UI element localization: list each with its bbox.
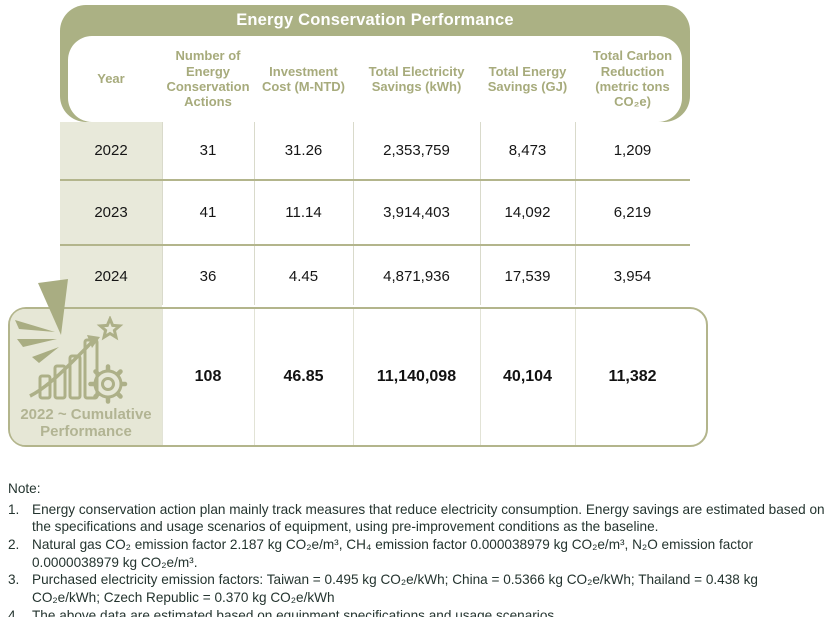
column-header-label: Number of Energy Conservation Actions — [166, 48, 250, 110]
row-divider — [60, 244, 690, 246]
column-divider — [480, 122, 481, 305]
column-header-label: Total Energy Savings (GJ) — [487, 63, 568, 94]
table-header-panel — [68, 36, 682, 122]
note-number: 4. — [8, 607, 20, 617]
column-divider — [254, 122, 255, 305]
note-text: Energy conservation action plan mainly t… — [32, 501, 825, 535]
column-divider — [162, 309, 163, 445]
table-row-2024: 2024 36 4.45 4,871,936 17,539 3,954 — [60, 246, 690, 307]
cell-year: 2023 — [94, 204, 128, 221]
notes-heading: Note: — [8, 481, 41, 496]
growth-chart-star-gear-icon — [29, 316, 128, 404]
cell-energy: 8,473 — [508, 142, 547, 159]
cell-carbon: 6,219 — [613, 204, 652, 221]
column-header-label: Total Electricity Savings (kWh) — [368, 63, 465, 94]
cell-electricity: 2,353,759 — [383, 142, 450, 159]
column-header-label: Total Carbon Reduction (metric tons CO₂e… — [592, 48, 673, 110]
table-header-row: Year Number of Energy Conservation Actio… — [60, 36, 690, 122]
column-header-electricity: Total Electricity Savings (kWh) — [353, 36, 480, 122]
cell-year: 2022 — [94, 142, 128, 159]
column-divider — [575, 309, 576, 445]
cell-carbon: 1,209 — [613, 142, 652, 159]
table-row-2023: 2023 41 11.14 3,914,403 14,092 6,219 — [60, 181, 690, 244]
column-header-label: Investment Cost (M-NTD) — [261, 63, 346, 94]
column-divider — [480, 309, 481, 445]
column-header-actions: Number of Energy Conservation Actions — [162, 36, 254, 122]
cumulative-values-row: 108 46.85 11,140,098 40,104 11,382 — [60, 309, 690, 445]
row-divider — [60, 179, 690, 181]
cell-investment: 4.45 — [288, 268, 319, 285]
note-item-4: 4. The above data are estimated based on… — [8, 607, 826, 617]
cell-electricity-total: 11,140,098 — [376, 368, 457, 385]
note-text: Purchased electricity emission factors: … — [32, 572, 758, 606]
cell-investment: 31.26 — [284, 142, 323, 159]
note-item-3: 3. Purchased electricity emission factor… — [8, 571, 826, 606]
year-column-background — [60, 122, 162, 307]
cell-actions-total: 108 — [194, 368, 222, 385]
table-row-2022: 2022 31 31.26 2,353,759 8,473 1,209 — [60, 122, 690, 179]
cell-energy-total: 40,104 — [503, 368, 552, 385]
note-item-1: 1. Energy conservation action plan mainl… — [8, 501, 826, 536]
column-divider — [575, 122, 576, 305]
cumulative-label-cell: 2022 ~ Cumulative Performance — [10, 309, 162, 445]
note-text: Natural gas CO₂ emission factor 2.187 kg… — [32, 537, 753, 570]
column-divider — [162, 122, 163, 305]
column-divider — [353, 122, 354, 305]
note-number: 1. — [8, 501, 20, 517]
cell-energy: 14,092 — [504, 204, 551, 221]
cell-electricity: 4,871,936 — [383, 268, 450, 285]
note-number: 2. — [8, 537, 20, 553]
notes-section: Note: 1. Energy conservation action plan… — [8, 480, 826, 617]
burst-arrow-icon — [15, 279, 68, 363]
cell-actions: 31 — [199, 142, 217, 159]
column-header-year: Year — [60, 36, 162, 122]
note-item-2: 2. Natural gas CO₂ emission factor 2.187… — [8, 536, 826, 571]
cell-electricity: 3,914,403 — [383, 204, 450, 221]
column-header-label: Year — [97, 71, 125, 87]
column-header-investment: Investment Cost (M-NTD) — [254, 36, 353, 122]
column-header-energy: Total Energy Savings (GJ) — [480, 36, 575, 122]
cell-actions: 41 — [199, 204, 217, 221]
cell-actions: 36 — [199, 268, 217, 285]
cell-energy: 17,539 — [504, 268, 551, 285]
column-divider — [254, 309, 255, 445]
cell-investment-total: 46.85 — [283, 368, 324, 385]
note-text: The above data are estimated based on eq… — [32, 607, 558, 617]
cumulative-label: 2022 ~ Cumulative Performance — [20, 405, 152, 440]
table-title: Energy Conservation Performance — [236, 11, 514, 29]
cumulative-performance-box: 2022 ~ Cumulative Performance 108 46.85 … — [8, 307, 708, 447]
column-header-carbon: Total Carbon Reduction (metric tons CO₂e… — [575, 36, 690, 122]
note-number: 3. — [8, 572, 20, 588]
cell-investment: 11.14 — [285, 204, 322, 221]
cell-carbon: 3,954 — [613, 268, 652, 285]
cell-year: 2024 — [94, 268, 128, 285]
column-divider — [353, 309, 354, 445]
cell-carbon-total: 11,382 — [608, 368, 657, 385]
